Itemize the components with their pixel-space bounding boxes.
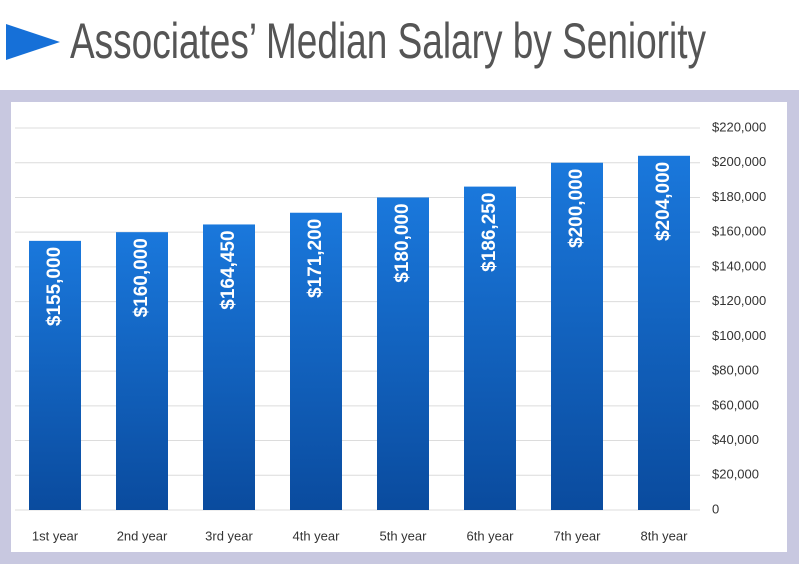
y-tick-label: $40,000 [712, 432, 759, 447]
bar [464, 186, 516, 510]
value-label: $171,200 [305, 219, 326, 298]
bar [551, 162, 603, 510]
y-tick-label: $60,000 [712, 397, 759, 412]
x-tick-label: 5th year [380, 528, 428, 543]
value-label: $160,000 [131, 238, 152, 317]
y-tick-label: $180,000 [712, 189, 766, 204]
x-tick-label: 4th year [293, 528, 341, 543]
value-label: $200,000 [566, 169, 587, 248]
x-tick-label: 3rd year [205, 528, 253, 543]
x-tick-label: 2nd year [117, 528, 168, 543]
bar [290, 212, 342, 510]
x-tick-label: 7th year [554, 528, 602, 543]
y-tick-label: $160,000 [712, 224, 766, 239]
y-tick-label: $120,000 [712, 293, 766, 308]
bar [377, 197, 429, 511]
value-label: $164,450 [218, 230, 239, 309]
y-tick-label: $200,000 [712, 154, 766, 169]
value-label: $180,000 [392, 203, 413, 282]
bar [29, 240, 81, 510]
value-label: $186,250 [479, 193, 500, 272]
y-tick-label: 0 [712, 501, 719, 516]
title-arrow [6, 24, 60, 60]
bar [638, 155, 690, 511]
y-tick-label: $220,000 [712, 119, 766, 134]
y-tick-label: $80,000 [712, 363, 759, 378]
y-tick-label: $20,000 [712, 467, 759, 482]
bar [116, 232, 168, 510]
value-label: $204,000 [653, 162, 674, 241]
x-tick-label: 8th year [641, 528, 689, 543]
y-tick-label: $140,000 [712, 258, 766, 273]
bar [203, 224, 255, 510]
x-tick-label: 6th year [467, 528, 515, 543]
y-tick-label: $100,000 [712, 328, 766, 343]
chart-title: Associates’ Median Salary by Seniority [70, 13, 706, 69]
x-tick-label: 1st year [32, 528, 79, 543]
value-label: $155,000 [44, 247, 65, 326]
